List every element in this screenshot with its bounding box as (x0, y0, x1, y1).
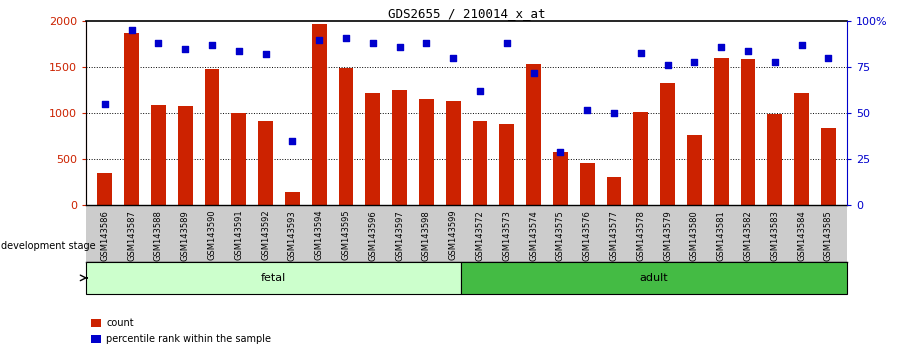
Point (741, 48, 756, 53)
Text: GSM143585: GSM143585 (824, 210, 833, 261)
Bar (258, 121, 273, 205)
Text: GSM143590: GSM143590 (207, 210, 217, 261)
Text: GSM143572: GSM143572 (476, 210, 485, 261)
Bar (633, 112, 648, 205)
Bar (124, 33, 139, 205)
Point (419, 40, 434, 46)
Point (821, 55, 835, 61)
Bar (312, 23, 326, 205)
Point (554, 149, 568, 155)
Title: GDS2655 / 210014_x_at: GDS2655 / 210014_x_at (388, 7, 545, 20)
Text: GSM143589: GSM143589 (180, 210, 189, 261)
Bar (607, 177, 622, 205)
Text: GSM143595: GSM143595 (342, 210, 351, 261)
Bar (821, 128, 835, 205)
Point (499, 40, 514, 46)
Point (767, 59, 782, 64)
Point (178, 46, 192, 52)
Bar (446, 101, 460, 205)
Bar (205, 69, 219, 205)
Bar (461, 262, 847, 294)
Text: GSM143588: GSM143588 (154, 210, 163, 261)
Bar (740, 59, 756, 205)
Point (312, 37, 326, 42)
Text: percentile rank within the sample: percentile rank within the sample (106, 334, 271, 344)
Text: GSM143594: GSM143594 (314, 210, 323, 261)
Point (446, 55, 460, 61)
Text: GSM143575: GSM143575 (556, 210, 564, 261)
Bar (419, 98, 434, 205)
Text: GSM143587: GSM143587 (127, 210, 136, 261)
Bar (365, 93, 381, 205)
Text: GSM143580: GSM143580 (689, 210, 699, 261)
Point (633, 50, 648, 55)
Bar (339, 68, 353, 205)
Bar (767, 114, 782, 205)
Text: GSM143592: GSM143592 (261, 210, 270, 261)
Text: GSM143573: GSM143573 (502, 210, 511, 261)
Bar (499, 124, 515, 205)
Text: GSM143582: GSM143582 (744, 210, 753, 261)
Point (258, 52, 273, 57)
Bar (526, 64, 541, 205)
Text: fetal: fetal (261, 273, 286, 283)
Point (365, 40, 380, 46)
Bar (285, 193, 300, 205)
Bar (687, 135, 702, 205)
Point (124, 28, 139, 33)
Point (795, 42, 809, 48)
Text: GSM143596: GSM143596 (369, 210, 377, 261)
Text: GSM143593: GSM143593 (288, 210, 297, 261)
Text: GSM143583: GSM143583 (770, 210, 779, 261)
Bar (580, 163, 594, 205)
Bar (392, 90, 407, 205)
Point (687, 59, 701, 64)
Point (205, 42, 219, 48)
Text: GSM143581: GSM143581 (717, 210, 726, 261)
Point (660, 63, 675, 68)
Bar (473, 121, 487, 205)
Text: GSM143577: GSM143577 (610, 210, 619, 261)
Bar (178, 106, 193, 205)
Text: GSM143599: GSM143599 (448, 210, 458, 261)
Text: GSM143584: GSM143584 (797, 210, 806, 261)
Point (285, 138, 300, 144)
Point (339, 35, 353, 41)
Point (607, 110, 622, 116)
Point (392, 44, 407, 50)
Text: GSM143591: GSM143591 (235, 210, 244, 261)
Text: adult: adult (640, 273, 669, 283)
Point (526, 70, 541, 76)
Bar (151, 105, 166, 205)
Point (714, 44, 728, 50)
Text: GSM143578: GSM143578 (636, 210, 645, 261)
Point (151, 40, 166, 46)
Bar (553, 152, 568, 205)
Bar (86, 262, 461, 294)
Text: GSM143574: GSM143574 (529, 210, 538, 261)
Point (232, 48, 246, 53)
Text: GSM143597: GSM143597 (395, 210, 404, 261)
Text: GSM143598: GSM143598 (422, 210, 431, 261)
Point (98, 101, 112, 107)
Text: GSM143579: GSM143579 (663, 210, 672, 261)
Text: count: count (106, 318, 133, 328)
Text: GSM143586: GSM143586 (101, 210, 110, 261)
Bar (795, 93, 809, 205)
Bar (98, 173, 112, 205)
Point (580, 107, 594, 113)
Text: development stage: development stage (1, 241, 95, 251)
Bar (231, 113, 246, 205)
Text: GSM143576: GSM143576 (583, 210, 592, 261)
Bar (714, 58, 728, 205)
Point (473, 88, 487, 94)
Bar (660, 83, 675, 205)
